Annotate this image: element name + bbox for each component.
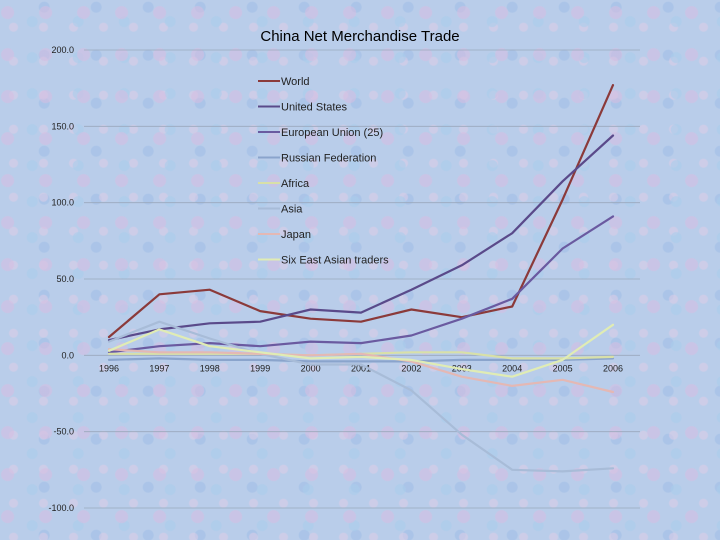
legend: World United States European Union (25) Rus… [258,76,389,267]
x-tick-label: 1998 [200,363,220,373]
x-tick-label: 1999 [250,363,270,373]
y-tick-label: 150.0 [51,121,74,131]
series-line [107,134,615,342]
x-tick-label: 2002 [401,363,421,373]
x-tick-label: 2001 [351,363,371,373]
legend-label: Russian Federation [281,153,376,165]
series-lines [107,83,615,473]
legend-item: European Union (25) [258,127,383,139]
y-tick-label: -50.0 [53,427,74,437]
legend-label: World [281,76,310,88]
series-line [107,320,615,473]
series-line [107,348,615,394]
legend-item: United States [258,102,348,114]
y-tick-label: 200.0 [51,45,74,55]
legend-label: United States [281,102,348,114]
x-tick-label: 2000 [301,363,321,373]
x-tick-label: 2006 [603,363,623,373]
legend-item: World [258,76,310,88]
x-tick-label: 2005 [553,363,573,373]
legend-label: Japan [281,229,311,241]
y-tick-label: -100.0 [48,503,74,513]
series-line [107,215,615,354]
chart-title: China Net Merchandise Trade [260,28,459,45]
legend-item: Japan [258,229,311,241]
legend-label: Six East Asian traders [281,255,389,267]
legend-item: Asia [258,204,303,216]
x-tick-label: 1997 [149,363,169,373]
x-tick-label: 1996 [99,363,119,373]
gridlines [84,49,640,509]
legend-label: European Union (25) [281,127,383,139]
legend-item: Russian Federation [258,153,376,165]
y-tick-label: 0.0 [61,350,74,360]
series-line [107,323,615,378]
series-line [107,357,615,363]
y-tick-label: 100.0 [51,198,74,208]
legend-label: Asia [281,204,303,216]
x-tick-label: 2004 [502,363,522,373]
y-tick-label: 50.0 [56,274,74,284]
legend-label: Africa [281,178,310,190]
legend-item: Six East Asian traders [258,255,389,267]
series-line [107,83,615,339]
legend-item: Africa [258,178,310,190]
